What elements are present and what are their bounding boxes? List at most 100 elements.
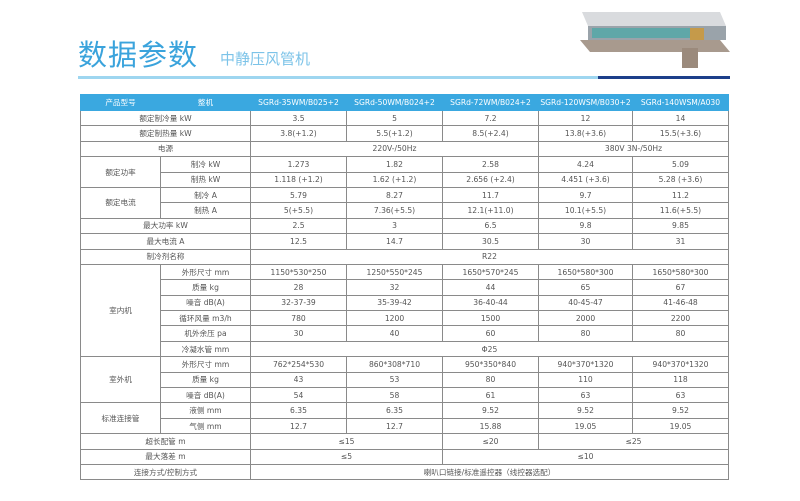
- table-row: 连接方式/控制方式 喇叭口链接/标准遥控器（线控器选配）: [80, 463, 729, 481]
- table-row: 质量 kg 28 32 44 65 67: [81, 279, 729, 296]
- table-cell: 12.7: [250, 417, 347, 435]
- table-cell: 61: [442, 387, 539, 404]
- row-label: 制热 A: [160, 202, 251, 219]
- table-cell: 118: [632, 371, 729, 389]
- row-label: 连接方式/控制方式: [80, 463, 251, 481]
- table-cell: 1200: [346, 310, 443, 327]
- table-row: 气侧 mm 12.7 12.7 15.88 19.05 19.05: [81, 417, 729, 435]
- row-group-label: 额定功率: [80, 156, 161, 188]
- table-cell: 6.5: [442, 217, 539, 235]
- table-cell: 35-39-42: [346, 294, 443, 312]
- table-cell: 60: [442, 325, 539, 342]
- table-cell: ≤5: [250, 448, 443, 465]
- table-cell: 30: [250, 325, 347, 342]
- row-label: 液侧 mm: [160, 402, 251, 419]
- header-model: SGRd-50WM/B024+2: [346, 94, 443, 111]
- table-cell: 6.35: [250, 402, 347, 419]
- table-cell: 940*370*1320: [538, 356, 633, 373]
- table-row: 最大落差 m ≤5 ≤10: [80, 448, 729, 465]
- table-row: 噪音 dB(A) 54 58 61 63 63: [81, 387, 729, 404]
- table-cell: 9.52: [632, 402, 729, 419]
- table-row: 噪音 dB(A) 32-37-39 35-39-42 36-40-44 40-45-47…: [81, 294, 729, 312]
- page-subtitle: 中静压风管机: [220, 50, 311, 68]
- table-cell: 9.8: [538, 217, 633, 235]
- table-cell: 32: [346, 279, 443, 296]
- table-cell: 1.82: [346, 156, 443, 173]
- row-label: 制冷 kW: [160, 156, 251, 173]
- table-cell: 220V-/50Hz: [250, 140, 539, 158]
- table-cell: 40: [346, 325, 443, 342]
- header-model: SGRd-120WSM/B030+2: [538, 94, 633, 111]
- row-label: 制热 kW: [160, 171, 251, 188]
- table-cell: 8.5(+2.4): [442, 125, 539, 142]
- table-cell: 36-40-44: [442, 294, 539, 312]
- spec-table: 产品型号 整机 SGRd-35WM/B025+2 SGRd-50WM/B024+…: [80, 94, 729, 481]
- table-cell: 喇叭口链接/标准遥控器（线控器选配）: [250, 463, 729, 481]
- table-cell: 12: [538, 109, 633, 127]
- table-cell: ≤20: [442, 433, 539, 450]
- row-label: 质量 kg: [160, 279, 251, 296]
- row-label: 噪音 dB(A): [160, 387, 251, 404]
- table-cell: 3.8(+1.2): [250, 125, 347, 142]
- table-cell: 80: [442, 371, 539, 389]
- table-row: 超长配管 m ≤15 ≤20 ≤25: [80, 433, 729, 450]
- table-cell: 6.35: [346, 402, 443, 419]
- table-row: 最大功率 kW 2.5 3 6.5 9.8 9.85: [80, 217, 729, 235]
- table-row: 最大电流 A 12.5 14.7 30.5 30 31: [80, 233, 729, 250]
- table-cell: ≤25: [538, 433, 729, 450]
- table-cell: 80: [632, 325, 729, 342]
- table-cell: 41-46-48: [632, 294, 729, 312]
- table-cell: 30.5: [442, 233, 539, 250]
- table-cell: 1.273: [250, 156, 347, 173]
- table-cell: 3: [346, 217, 443, 235]
- table-cell: 58: [346, 387, 443, 404]
- row-label: 气侧 mm: [160, 417, 251, 435]
- table-cell: 54: [250, 387, 347, 404]
- table-cell: 12.5: [250, 233, 347, 250]
- table-cell: 9.7: [538, 186, 633, 204]
- header-label-unit: 整机: [160, 94, 251, 111]
- table-row: 额定功率 制冷 kW 1.273 1.82 2.58 4.24 5.09: [80, 156, 729, 188]
- table-cell: 11.7: [442, 186, 539, 204]
- table-cell: 4.24: [538, 156, 633, 173]
- table-cell: 19.05: [538, 417, 633, 435]
- row-group-label: 标准连接管: [80, 402, 161, 435]
- table-row: 室内机 外形尺寸 mm 1150*530*250 1250*550*245 1650*5…: [80, 263, 729, 358]
- row-label: 电源: [80, 140, 251, 158]
- table-row: 电源 220V-/50Hz 380V 3N-/50Hz: [80, 140, 729, 158]
- table-header-row: 产品型号 整机 SGRd-35WM/B025+2 SGRd-50WM/B024+…: [80, 94, 729, 111]
- table-cell: 3.5: [250, 109, 347, 127]
- table-row: 额定制热量 kW 3.8(+1.2) 5.5(+1.2) 8.5(+2.4) 13.8(…: [80, 125, 729, 142]
- row-label: 机外余压 pa: [160, 325, 251, 342]
- table-row: 室外机 外形尺寸 mm 762*254*530 860*308*710 950*350*…: [80, 356, 729, 404]
- table-cell: 5.09: [632, 156, 729, 173]
- row-group-label: 室内机: [80, 263, 161, 358]
- table-cell: 28: [250, 279, 347, 296]
- table-cell: 2.5: [250, 217, 347, 235]
- table-cell: 9.52: [538, 402, 633, 419]
- table-cell: 1650*570*245: [442, 263, 539, 281]
- row-label: 超长配管 m: [80, 433, 251, 450]
- table-cell: 5.28 (+3.6): [632, 171, 729, 188]
- header-model: SGRd-140WSM/A030: [632, 94, 729, 111]
- table-cell: 53: [346, 371, 443, 389]
- table-cell: 5: [346, 109, 443, 127]
- table-cell: 67: [632, 279, 729, 296]
- table-cell: 110: [538, 371, 633, 389]
- page-title: 数据参数: [78, 38, 199, 72]
- table-row: 冷凝水管 mm Φ25: [81, 340, 729, 358]
- row-label: 额定制热量 kW: [80, 125, 251, 142]
- table-cell: 940*370*1320: [632, 356, 729, 373]
- row-label: 循环风量 m3/h: [160, 310, 251, 327]
- table-cell: 8.27: [346, 186, 443, 204]
- row-label: 外形尺寸 mm: [160, 263, 251, 281]
- table-cell: 4.451 (+3.6): [538, 171, 633, 188]
- table-cell: 14: [632, 109, 729, 127]
- table-cell: 2200: [632, 310, 729, 327]
- table-cell: 32-37-39: [250, 294, 347, 312]
- row-label: 噪音 dB(A): [160, 294, 251, 312]
- table-cell: 1650*580*300: [632, 263, 729, 281]
- table-cell: 1150*530*250: [250, 263, 347, 281]
- table-cell: 63: [538, 387, 633, 404]
- row-label: 外形尺寸 mm: [160, 356, 251, 373]
